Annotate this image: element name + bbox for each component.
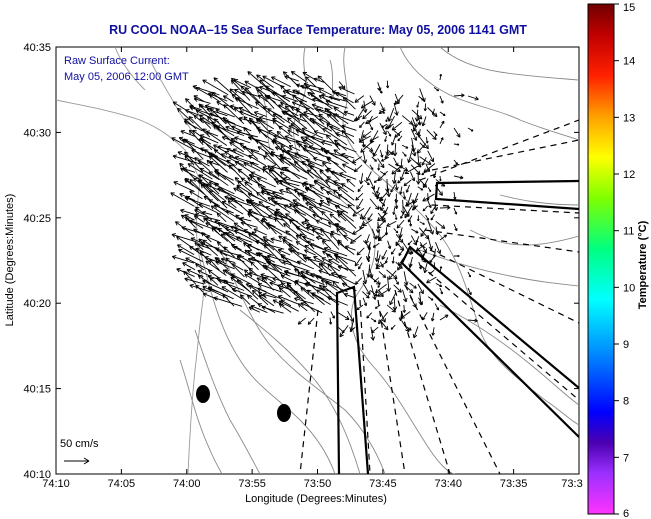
dashed-transects (299, 119, 579, 474)
colorbar-tick-label: 6 (623, 508, 629, 519)
x-tick-label: 73:50 (304, 478, 332, 490)
colorbar (587, 3, 615, 515)
colorbar-tick-label: 14 (623, 56, 635, 68)
colorbar-tick-label: 7 (623, 452, 629, 464)
y-tick-label: 40:20 (23, 298, 51, 310)
current-vectors (170, 71, 479, 341)
colorbar-label: Temperature (°C) (637, 220, 649, 309)
colorbar-tick-label: 13 (623, 112, 635, 124)
colorbar-ticks: 15 14 13 12 11 10 9 8 7 6 (614, 2, 635, 519)
colorbar-tick-label: 10 (623, 282, 635, 294)
transect-outlines (335, 179, 579, 474)
map-content (56, 47, 579, 474)
x-tick-label: 74:00 (173, 478, 201, 490)
chart-title: RU COOL NOAA–15 Sea Surface Temperature:… (109, 23, 527, 37)
annotation-line-2: May 05, 2006 12:00 GMT (64, 71, 189, 83)
y-tick-label: 40:15 (23, 384, 51, 396)
plot-frame (55, 46, 580, 475)
x-tick-label: 73:3 (561, 478, 582, 490)
scale-arrow (64, 457, 90, 465)
colorbar-tick-label: 8 (623, 396, 629, 408)
colorbar-tick-label: 15 (623, 2, 635, 14)
island-2 (277, 404, 291, 422)
y-tick-label: 40:35 (23, 42, 51, 54)
x-tick-label: 73:40 (434, 478, 462, 490)
x-tick-label: 73:55 (238, 478, 266, 490)
colorbar-tick-label: 9 (623, 339, 629, 351)
y-axis: 40:35 40:30 40:25 40:20 40:15 40:10 (23, 42, 579, 481)
x-tick-label: 74:10 (42, 478, 70, 490)
y-axis-title: Latitude (Degrees:Minutes) (4, 194, 16, 327)
x-tick-label: 73:45 (369, 478, 397, 490)
colorbar-tick-label: 12 (623, 169, 635, 181)
colorbar-tick-label: 11 (623, 226, 634, 238)
x-tick-label: 74:05 (108, 478, 136, 490)
island-1 (196, 385, 210, 403)
y-tick-label: 40:10 (23, 469, 51, 481)
scale-label: 50 cm/s (60, 438, 99, 450)
x-axis: 74:10 74:05 74:00 73:55 73:50 73:45 73:40 73:35… (42, 47, 583, 490)
y-tick-label: 40:30 (23, 127, 51, 139)
annotation-line-1: Raw Surface Current: (64, 55, 170, 67)
x-tick-label: 73:35 (500, 478, 528, 490)
x-axis-title: Longitude (Degrees:Minutes) (245, 493, 387, 505)
y-tick-label: 40:25 (23, 213, 51, 225)
